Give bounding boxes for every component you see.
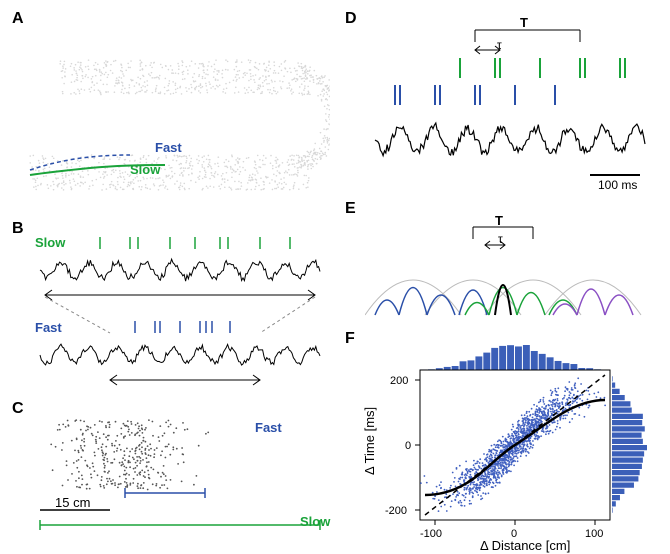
- panel-b-fast-span: [110, 375, 260, 385]
- panel-b-svg: [30, 235, 330, 395]
- panel-a-fast-label: Fast: [155, 140, 182, 155]
- panel-label-c: C: [12, 400, 24, 418]
- panel-label-f: F: [345, 330, 355, 348]
- figure-root: A B C D E F Fast Slow Slow: [0, 0, 670, 554]
- panel-c-slow-label: Slow: [300, 514, 330, 529]
- panel-c-svg: [30, 415, 330, 535]
- panel-d-blue-spikes: [395, 85, 555, 105]
- panel-b-fast-spikes: [135, 321, 230, 333]
- panel-label-e: E: [345, 200, 356, 218]
- panel-d-svg: [365, 20, 655, 190]
- panel-a-svg: [20, 30, 330, 210]
- panel-e-blue-bumps: [375, 288, 487, 316]
- panel-d-scale-text: 100 ms: [598, 178, 637, 192]
- panel-f-ytick-2: 200: [390, 375, 408, 387]
- panel-f-ylabel: Δ Time [ms]: [362, 407, 377, 475]
- panel-f-svg: -100 0 100 200 0 -200: [370, 340, 660, 550]
- panel-c-scale-text: 15 cm: [55, 495, 90, 510]
- panel-b-slow-lfp: [40, 259, 320, 281]
- panel-f-ytick-0: -200: [385, 505, 407, 517]
- panel-label-b: B: [12, 220, 24, 238]
- panel-e-T-bracket: [473, 227, 533, 239]
- panel-c-dots: [50, 419, 209, 490]
- panel-c-fast-span: [125, 488, 205, 498]
- panel-f-xtick-0: -100: [420, 528, 442, 540]
- panel-e-tau-label: τ: [498, 232, 503, 246]
- panel-d-T-bracket: [475, 30, 580, 42]
- panel-f-xlabel: Δ Distance [cm]: [480, 538, 570, 553]
- panel-d-tau-label: τ: [497, 38, 502, 52]
- panel-b-slow-spikes: [100, 237, 290, 249]
- panel-d-lfp: [375, 123, 645, 156]
- panel-f-ytick-1: 0: [405, 440, 411, 452]
- panel-c-slow-span: [40, 520, 320, 530]
- panel-f-hist-top: [420, 345, 609, 370]
- panel-f-hist-right: [612, 376, 647, 513]
- panel-d-green-spikes: [460, 58, 625, 78]
- panel-f-xtick-2: 100: [585, 528, 603, 540]
- panel-e-svg: [365, 215, 655, 325]
- panel-label-d: D: [345, 10, 357, 28]
- panel-b-connector-right: [260, 297, 315, 333]
- panel-d-T-label: T: [520, 15, 528, 30]
- panel-c-fast-label: Fast: [255, 420, 282, 435]
- panel-e-T-label: T: [495, 213, 503, 228]
- panel-b-fast-lfp: [40, 344, 320, 365]
- panel-e-purple-bumps: [553, 289, 633, 315]
- panel-b-fast-label: Fast: [35, 320, 62, 335]
- panel-b-slow-span: [45, 290, 315, 300]
- panel-a-slow-label: Slow: [130, 162, 160, 177]
- panel-label-a: A: [12, 10, 24, 28]
- panel-a-cloud: [29, 59, 330, 191]
